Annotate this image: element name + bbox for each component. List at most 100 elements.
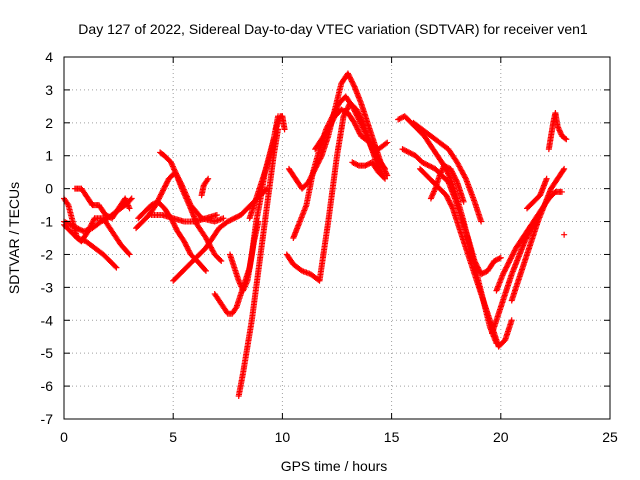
data-point xyxy=(449,204,456,211)
data-point xyxy=(351,119,358,126)
data-point xyxy=(361,127,368,134)
data-point xyxy=(351,108,358,115)
data-point xyxy=(76,226,83,233)
data-point xyxy=(425,162,432,169)
data-point xyxy=(344,70,351,77)
data-point xyxy=(64,200,71,207)
data-point xyxy=(507,256,514,263)
data-point xyxy=(357,120,364,127)
data-point xyxy=(359,124,366,131)
data-point xyxy=(233,213,240,220)
data-point xyxy=(100,217,107,224)
data-point xyxy=(127,196,134,203)
data-point xyxy=(356,130,363,137)
data-point xyxy=(478,218,485,225)
data-point xyxy=(308,172,315,179)
data-point xyxy=(499,271,506,278)
data-point xyxy=(230,215,237,222)
data-point xyxy=(185,246,192,253)
data-point xyxy=(345,71,352,78)
data-point xyxy=(495,256,502,263)
data-point xyxy=(407,150,414,157)
data-point xyxy=(220,215,227,222)
data-point xyxy=(505,260,512,267)
x-tick-label: 5 xyxy=(169,429,177,445)
data-point xyxy=(509,251,516,258)
data-point xyxy=(161,184,168,191)
data-point xyxy=(163,181,170,188)
data-point xyxy=(171,223,178,230)
data-point xyxy=(427,163,434,170)
data-point xyxy=(126,205,133,212)
data-point xyxy=(354,125,361,132)
y-tick-label: 4 xyxy=(45,49,53,65)
data-point xyxy=(403,148,410,155)
axis-tick-labels: 0 5 10 15 20 25 -7 -6 -5 -4 -3 -2 -1 0 1 2 3 4 xyxy=(41,49,618,445)
data-point xyxy=(365,161,372,168)
data-point xyxy=(429,164,436,171)
data-point xyxy=(410,151,417,158)
data-point xyxy=(232,214,239,221)
data-point xyxy=(508,254,515,261)
data-point xyxy=(181,238,188,245)
data-point xyxy=(378,161,385,168)
data-point xyxy=(444,194,451,201)
data-point xyxy=(402,147,409,154)
data-point xyxy=(345,104,352,111)
data-point xyxy=(329,117,336,124)
data-point xyxy=(181,239,188,246)
data-point xyxy=(360,125,367,132)
data-point xyxy=(349,79,356,86)
x-tick-label: 10 xyxy=(275,429,291,445)
data-point xyxy=(446,174,453,181)
data-point xyxy=(448,202,455,209)
data-point xyxy=(445,171,452,178)
data-point xyxy=(506,258,513,265)
data-point xyxy=(339,107,346,114)
data-point xyxy=(382,175,389,182)
data-point xyxy=(382,169,389,176)
data-point xyxy=(421,160,428,167)
data-point xyxy=(361,128,368,135)
data-point xyxy=(75,225,82,232)
y-tick-label: -4 xyxy=(41,312,54,328)
data-point xyxy=(352,122,359,129)
data-point xyxy=(448,168,455,175)
data-point xyxy=(348,77,355,84)
data-point xyxy=(563,136,570,143)
data-point xyxy=(224,218,231,225)
data-point xyxy=(218,258,225,265)
data-point xyxy=(62,219,69,226)
y-tick-label: 1 xyxy=(45,148,53,164)
y-tick-label: -7 xyxy=(41,411,54,427)
data-point xyxy=(353,111,360,118)
data-point xyxy=(327,122,334,129)
data-point xyxy=(160,186,167,193)
data-point xyxy=(72,224,79,231)
data-point xyxy=(89,219,96,226)
data-point xyxy=(558,188,565,195)
data-point xyxy=(231,215,238,222)
data-point xyxy=(316,156,323,163)
data-point xyxy=(351,160,358,167)
data-point xyxy=(400,146,407,153)
data-point xyxy=(419,159,426,166)
data-point xyxy=(446,173,453,180)
data-point xyxy=(561,231,568,238)
data-point xyxy=(74,225,81,232)
data-point xyxy=(500,269,507,276)
y-tick-label: -1 xyxy=(41,214,54,230)
data-point xyxy=(325,126,332,133)
data-point xyxy=(235,213,242,220)
data-point xyxy=(492,257,499,264)
data-point xyxy=(379,163,386,170)
data-point xyxy=(406,149,413,156)
data-point xyxy=(443,193,450,200)
data-point xyxy=(348,78,355,85)
data-point xyxy=(67,221,74,228)
data-point xyxy=(349,159,356,166)
data-point xyxy=(125,250,132,257)
data-point xyxy=(161,183,168,190)
data-point xyxy=(380,165,387,172)
data-point xyxy=(325,125,332,132)
